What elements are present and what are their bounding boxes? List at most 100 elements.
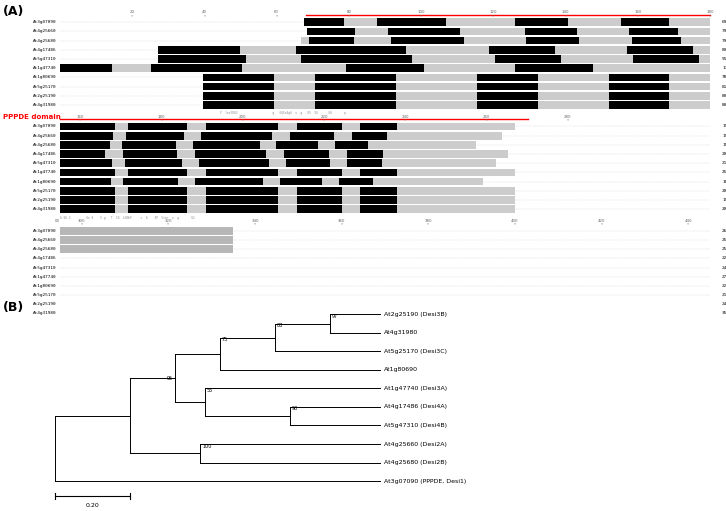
Bar (203, 101, 710, 109)
Bar (309, 37, 354, 44)
Bar (297, 169, 342, 176)
Text: *: * (254, 223, 256, 227)
Text: At2g25190: At2g25190 (33, 198, 57, 202)
Bar (608, 74, 669, 81)
Bar (629, 28, 678, 35)
Text: 320: 320 (165, 219, 172, 223)
Text: 180: 180 (158, 114, 166, 119)
Text: At5g47310: At5g47310 (33, 161, 57, 165)
Bar (301, 37, 710, 44)
Bar (360, 169, 396, 176)
Bar (60, 187, 115, 195)
Bar (60, 236, 233, 244)
Text: At3g07090: At3g07090 (33, 229, 57, 233)
Text: At4g25680: At4g25680 (33, 247, 57, 251)
Text: 95: 95 (167, 376, 173, 381)
Text: 440: 440 (685, 219, 692, 223)
Bar (123, 150, 176, 158)
Text: 153: 153 (722, 143, 726, 147)
Bar (201, 132, 272, 140)
Bar (608, 92, 669, 100)
Text: At4g25680 (Desi2B): At4g25680 (Desi2B) (384, 460, 447, 465)
Text: At2g25190: At2g25190 (33, 94, 57, 98)
Text: At4g17486: At4g17486 (33, 257, 57, 260)
Text: At5g47310: At5g47310 (33, 57, 57, 61)
Bar (632, 37, 681, 44)
Text: *: * (565, 14, 566, 18)
Bar (60, 205, 115, 213)
Text: 227: 227 (722, 284, 726, 288)
Bar (489, 46, 555, 54)
Bar (123, 141, 176, 149)
Text: 240: 240 (401, 114, 409, 119)
Bar (377, 18, 446, 26)
Bar (351, 132, 387, 140)
Text: 69: 69 (722, 20, 726, 24)
Bar (151, 64, 242, 72)
Text: At4g25680: At4g25680 (33, 143, 57, 147)
Bar (205, 196, 278, 204)
Text: 265: 265 (722, 229, 726, 233)
Bar (60, 196, 115, 204)
Text: PPPDE domain: PPPDE domain (3, 113, 61, 120)
Bar (205, 187, 278, 195)
Bar (158, 55, 710, 63)
Bar (60, 227, 233, 235)
Bar (195, 150, 266, 158)
Bar (277, 141, 318, 149)
Text: 81: 81 (722, 85, 726, 88)
Text: 340: 340 (251, 219, 258, 223)
Text: *: * (348, 14, 350, 18)
Bar (297, 205, 342, 213)
Text: *: * (428, 223, 429, 227)
Bar (60, 159, 496, 167)
Bar (360, 123, 396, 130)
Text: 98: 98 (292, 406, 298, 411)
Text: At1g80690: At1g80690 (33, 180, 57, 183)
Bar (301, 55, 412, 63)
Bar (525, 28, 577, 35)
Text: *: * (404, 119, 407, 123)
Text: At5g25170: At5g25170 (33, 189, 57, 193)
Bar (307, 28, 355, 35)
Text: At5g47310: At5g47310 (33, 266, 57, 269)
Bar (60, 141, 110, 149)
Bar (126, 132, 184, 140)
Bar (314, 74, 396, 81)
Bar (280, 178, 322, 185)
Bar (158, 46, 240, 54)
Text: 206: 206 (722, 207, 726, 211)
Text: 255: 255 (722, 238, 726, 242)
Text: At1g47740: At1g47740 (33, 275, 57, 278)
Text: *: * (514, 223, 516, 227)
Bar (360, 196, 396, 204)
Text: 80: 80 (722, 103, 726, 107)
Text: 207: 207 (722, 152, 726, 156)
Bar (129, 196, 187, 204)
Bar (129, 123, 187, 130)
Bar (203, 92, 710, 100)
Bar (632, 55, 699, 63)
Bar (290, 132, 334, 140)
Text: 97: 97 (332, 314, 338, 319)
Text: 100: 100 (417, 10, 425, 14)
Text: (A): (A) (3, 5, 25, 18)
Bar (203, 83, 710, 90)
Bar (515, 64, 593, 72)
Text: 160: 160 (77, 114, 84, 119)
Bar (477, 101, 538, 109)
Text: 0.20: 0.20 (86, 503, 99, 508)
Text: 218: 218 (722, 293, 726, 297)
Text: 420: 420 (598, 219, 605, 223)
Bar (477, 92, 538, 100)
Bar (335, 141, 368, 149)
Bar (346, 64, 424, 72)
Text: *: * (340, 223, 343, 227)
Text: At4g25660: At4g25660 (33, 134, 57, 137)
Text: 300: 300 (78, 219, 86, 223)
Bar (205, 205, 278, 213)
Text: *: * (492, 14, 494, 18)
Text: 160: 160 (634, 10, 642, 14)
Bar (60, 132, 502, 140)
Text: 280: 280 (564, 114, 571, 119)
